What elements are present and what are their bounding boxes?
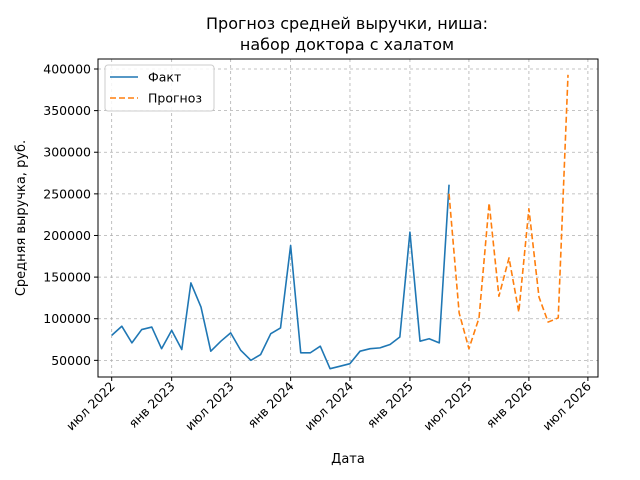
plot-area-frame — [97, 58, 599, 378]
y-tick-label: 50000 — [51, 353, 91, 368]
chart-title-line-2: набор доктора с халатом — [240, 35, 454, 54]
y-tick-label: 350000 — [43, 103, 91, 118]
y-tick-label: 150000 — [43, 270, 91, 285]
legend-label: Прогноз — [148, 91, 202, 106]
y-axis-label: Средняя выручка, руб. — [14, 140, 29, 296]
x-axis-label: Дата — [331, 452, 365, 467]
y-tick-label: 400000 — [43, 61, 91, 76]
y-tick-label: 200000 — [43, 228, 91, 243]
series-layer — [111, 74, 569, 370]
series-line-forecast — [448, 74, 569, 350]
chart-title-line-1: Прогноз средней выручки, ниша: — [206, 14, 488, 33]
legend-label: Факт — [148, 70, 181, 85]
y-tick-label: 250000 — [43, 186, 91, 201]
grid — [98, 59, 598, 377]
y-tick-label: 100000 — [43, 311, 91, 326]
y-axis: 50000 100000 150000 200000 250000 300000 35000… — [43, 61, 98, 368]
legend: Факт Прогноз — [104, 64, 215, 112]
series-line-actual — [111, 184, 450, 370]
y-tick-label: 300000 — [43, 145, 91, 160]
